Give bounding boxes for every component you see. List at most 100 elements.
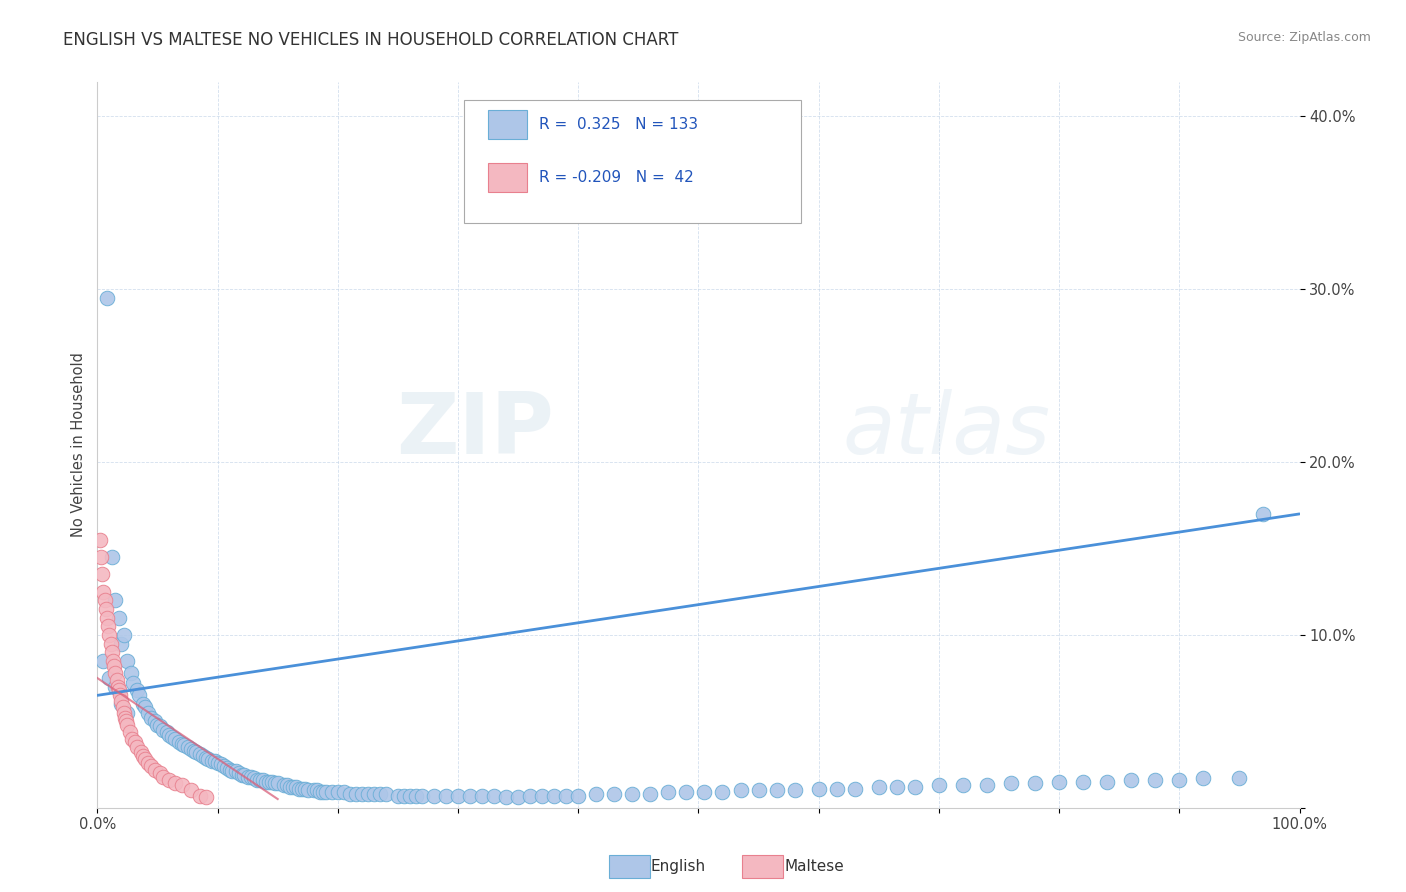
Point <box>100 645 122 659</box>
Point <box>165 731 187 746</box>
Point <box>1095 774 1118 789</box>
Point <box>136 706 159 720</box>
Point <box>104 680 127 694</box>
Point <box>1000 776 1022 790</box>
Point <box>112 628 135 642</box>
Point <box>152 770 174 784</box>
Point <box>339 787 361 801</box>
Point <box>183 744 205 758</box>
Point <box>180 742 202 756</box>
Point <box>134 700 156 714</box>
Point <box>176 740 198 755</box>
Point <box>308 785 330 799</box>
Point <box>1229 772 1251 786</box>
Point <box>159 728 181 742</box>
Point <box>156 724 179 739</box>
Point <box>411 789 433 803</box>
Point <box>111 700 134 714</box>
Point <box>294 781 316 796</box>
Point <box>118 724 141 739</box>
Point <box>1121 772 1143 787</box>
Point <box>276 778 298 792</box>
Point <box>621 787 644 801</box>
Text: R = -0.209   N =  42: R = -0.209 N = 42 <box>538 170 693 185</box>
Point <box>350 787 373 801</box>
Point <box>93 584 115 599</box>
Point <box>495 790 517 805</box>
Point <box>1024 776 1046 790</box>
Point <box>447 789 470 803</box>
Point <box>188 789 211 803</box>
Point <box>246 772 269 787</box>
Point <box>765 783 787 797</box>
Point <box>108 683 131 698</box>
Point <box>1071 774 1094 789</box>
Point <box>228 766 250 780</box>
Point <box>231 768 253 782</box>
Point <box>90 550 112 565</box>
Point <box>321 785 343 799</box>
Point <box>125 740 148 755</box>
Point <box>194 790 217 805</box>
Point <box>357 787 380 801</box>
Point <box>291 781 314 796</box>
Point <box>110 636 132 650</box>
Point <box>184 745 207 759</box>
Point <box>152 723 174 737</box>
Point <box>307 783 329 797</box>
Point <box>117 654 139 668</box>
Point <box>112 706 135 720</box>
Text: Maltese: Maltese <box>785 859 844 873</box>
Point <box>129 745 152 759</box>
Point <box>807 781 830 796</box>
FancyBboxPatch shape <box>488 110 526 139</box>
Point <box>124 735 146 749</box>
Point <box>730 783 752 797</box>
Point <box>693 785 716 799</box>
Point <box>212 759 235 773</box>
Point <box>132 697 155 711</box>
Point <box>141 759 163 773</box>
Point <box>97 619 120 633</box>
Point <box>197 752 219 766</box>
Point <box>249 772 271 787</box>
Point <box>531 789 554 803</box>
Point <box>711 785 734 799</box>
Point <box>100 550 122 565</box>
Point <box>105 673 128 687</box>
Point <box>326 785 349 799</box>
Point <box>149 766 172 780</box>
Point <box>240 770 263 784</box>
Point <box>107 680 129 694</box>
Point <box>264 776 287 790</box>
Point <box>312 785 335 799</box>
Point <box>91 567 114 582</box>
Text: Source: ZipAtlas.com: Source: ZipAtlas.com <box>1237 31 1371 45</box>
Point <box>165 776 187 790</box>
Point <box>128 689 150 703</box>
Point <box>108 610 131 624</box>
Point <box>96 610 118 624</box>
Point <box>160 730 183 744</box>
Point <box>209 757 232 772</box>
Text: ZIP: ZIP <box>396 389 554 472</box>
Point <box>141 711 163 725</box>
Text: ENGLISH VS MALTESE NO VEHICLES IN HOUSEHOLD CORRELATION CHART: ENGLISH VS MALTESE NO VEHICLES IN HOUSEH… <box>63 31 679 49</box>
Point <box>233 768 256 782</box>
Point <box>221 764 243 779</box>
Point <box>136 756 159 770</box>
Point <box>188 747 211 761</box>
Point <box>98 671 121 685</box>
Point <box>93 593 115 607</box>
Point <box>423 789 446 803</box>
Point <box>333 785 356 799</box>
Point <box>405 789 427 803</box>
Point <box>100 636 122 650</box>
Point <box>180 783 202 797</box>
Point <box>194 750 217 764</box>
Point <box>458 789 481 803</box>
Point <box>200 754 222 768</box>
Point <box>146 717 169 731</box>
Point <box>103 659 125 673</box>
Point <box>657 785 679 799</box>
